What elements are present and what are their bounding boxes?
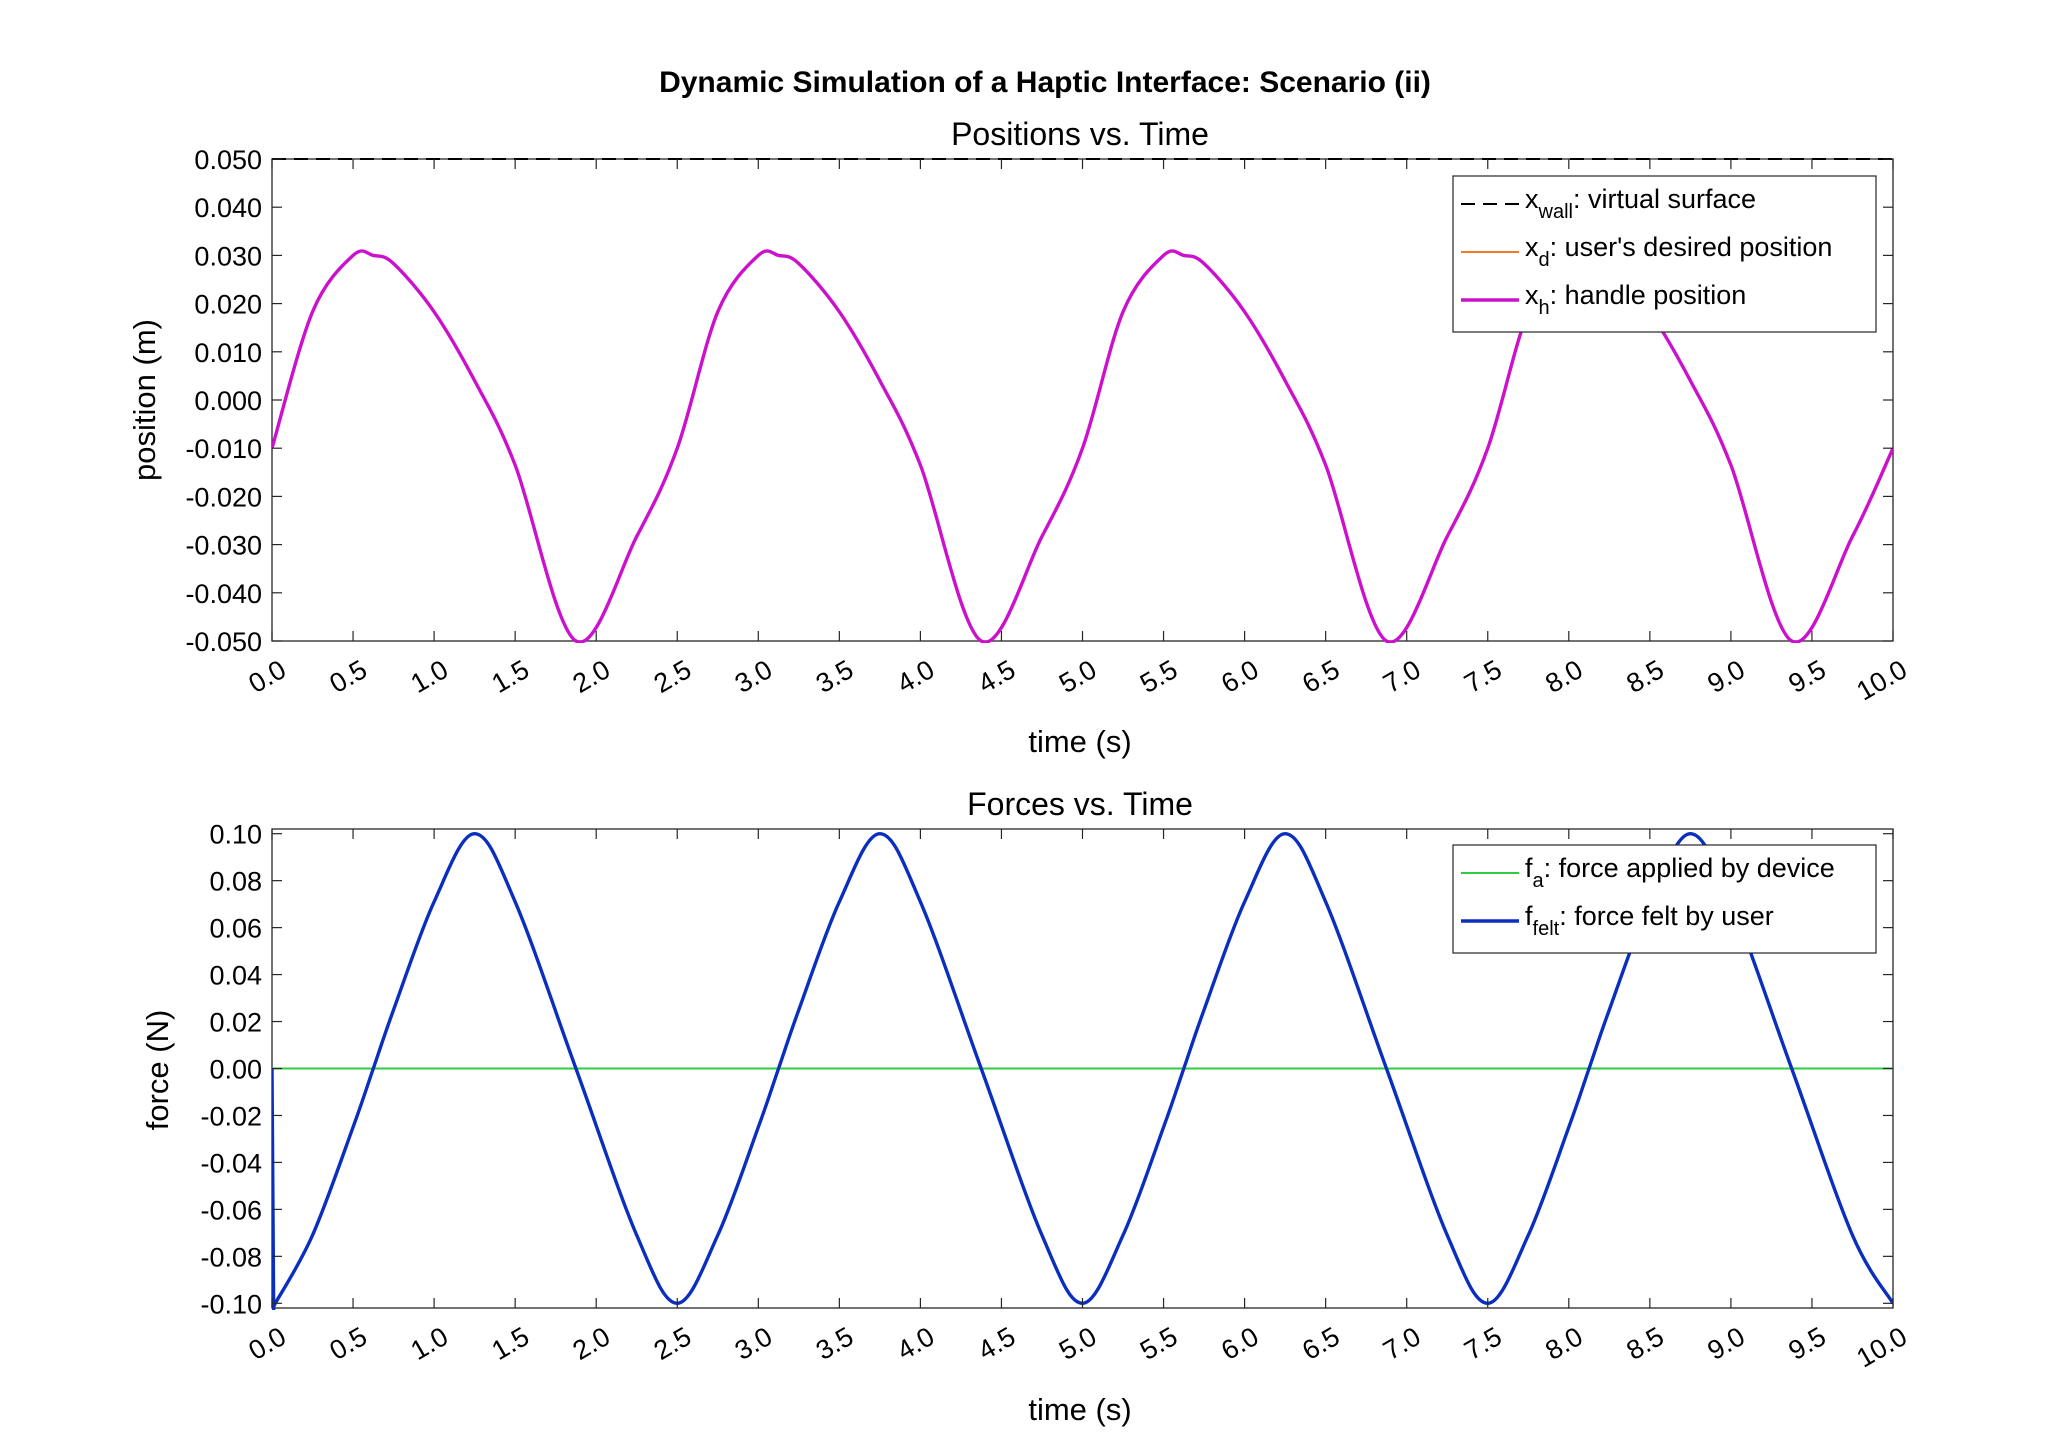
forces-y-tick-label: 0.00 [209,1055,262,1085]
positions-x-tick-label: 0.0 [243,654,291,699]
forces-y-tick-label: 0.02 [209,1008,262,1038]
forces-x-tick-label: 9.5 [1783,1321,1831,1366]
positions-title: Positions vs. Time [951,116,1209,152]
forces-x-tick-label: 5.5 [1135,1321,1183,1366]
positions-x-tick-label: 1.5 [487,654,535,699]
positions-x-tick-label: 6.5 [1297,654,1345,699]
positions-x-tick-label: 0.5 [325,654,373,699]
forces-x-tick-label: 3.5 [811,1321,859,1366]
forces-y-label: force (N) [140,1010,175,1131]
forces-y-tick-label: 0.08 [209,867,262,897]
positions-y-tick-label: -0.050 [185,627,262,657]
positions-y-tick-label: 0.030 [194,241,262,271]
forces-x-label: time (s) [1028,1392,1131,1427]
forces-x-tick-label: 3.0 [730,1321,778,1366]
forces-y-tick-label: 0.04 [209,961,262,991]
positions-x-tick-label: 7.5 [1459,654,1507,699]
forces-y-tick-label: -0.02 [200,1101,262,1131]
forces-x-tick-label: 9.0 [1702,1321,1750,1366]
positions-x-tick-label: 7.0 [1378,654,1426,699]
positions-y-tick-label: -0.040 [185,579,262,609]
positions-legend-entry: xwall: virtual surface [1525,184,1756,223]
forces-y-tick-label: 0.06 [209,914,262,944]
positions-x-tick-label: 2.0 [568,654,616,699]
positions-x-tick-label: 9.0 [1702,654,1750,699]
forces-x-tick-label: 2.0 [568,1321,616,1366]
forces-x-tick-label: 2.5 [649,1321,697,1366]
positions-y-tick-label: 0.050 [194,145,262,175]
forces-y-tick-label: -0.04 [200,1148,262,1178]
forces-y-tick-label: -0.06 [200,1195,262,1225]
forces-x-tick-label: 5.0 [1054,1321,1102,1366]
forces-x-tick-label: 1.0 [406,1321,454,1366]
forces-series-felt [272,832,1893,1310]
forces-y-tick-label: 0.10 [209,820,262,850]
positions-axes: Positions vs. Time 0.0 0.5 1.0 1.5 2.0 2.5 3.0… [127,116,1912,759]
forces-y-ticks: 0.10 0.08 0.06 0.04 0.02 0.00 -0.02 -0.04 -0.06 -… [200,820,1893,1319]
forces-legend: fa: force applied by device ffelt: force … [1452,844,1877,954]
forces-x-tick-label: 8.5 [1621,1321,1669,1366]
forces-x-tick-label: 10.0 [1851,1321,1912,1373]
positions-y-tick-label: -0.010 [185,434,262,464]
positions-x-tick-label: 10.0 [1851,654,1912,706]
positions-x-tick-label: 3.0 [730,654,778,699]
forces-y-tick-label: -0.08 [200,1242,262,1272]
forces-x-tick-label: 4.0 [892,1321,940,1366]
positions-legend-box [1452,175,1877,333]
positions-x-tick-label: 8.0 [1540,654,1588,699]
forces-x-tick-label: 7.0 [1378,1321,1426,1366]
figure-suptitle: Dynamic Simulation of a Haptic Interface… [659,66,1431,99]
forces-legend-box [1452,844,1877,954]
positions-y-tick-label: 0.010 [194,338,262,368]
positions-legend-entry: xh: handle position [1525,280,1746,319]
positions-y-tick-label: 0.000 [194,386,262,416]
positions-x-tick-label: 3.5 [811,654,859,699]
positions-x-tick-label: 6.0 [1216,654,1264,699]
positions-x-tick-label: 1.0 [406,654,454,699]
forces-x-tick-label: 7.5 [1459,1321,1507,1366]
positions-x-tick-label: 9.5 [1783,654,1831,699]
forces-x-tick-label: 0.0 [243,1321,291,1366]
positions-y-tick-label: 0.040 [194,193,262,223]
forces-legend-entry: ffelt: force felt by user [1525,901,1774,940]
positions-x-tick-label: 4.0 [892,654,940,699]
forces-x-tick-label: 1.5 [487,1321,535,1366]
positions-x-tick-label: 5.0 [1054,654,1102,699]
forces-axes: Forces vs. Time 0.0 0.5 1.0 1.5 2.0 2.5 3.0 3.5… [140,786,1912,1427]
forces-legend-entry: fa: force applied by device [1525,853,1835,892]
forces-x-tick-label: 4.5 [973,1321,1021,1366]
positions-x-tick-label: 2.5 [649,654,697,699]
forces-y-tick-label: -0.10 [200,1289,262,1319]
positions-y-tick-label: -0.020 [185,482,262,512]
forces-x-tick-label: 0.5 [325,1321,373,1366]
positions-x-label: time (s) [1028,724,1131,759]
forces-title: Forces vs. Time [967,786,1193,822]
forces-x-tick-label: 6.5 [1297,1321,1345,1366]
positions-y-tick-label: -0.030 [185,531,262,561]
positions-y-ticks: 0.050 0.040 0.030 0.020 0.010 0.000 -0.010 -0.0… [185,145,1893,657]
positions-legend-entry: xd: user's desired position [1525,232,1832,271]
positions-x-tick-label: 8.5 [1621,654,1669,699]
forces-x-tick-label: 8.0 [1540,1321,1588,1366]
positions-y-tick-label: 0.020 [194,290,262,320]
positions-x-tick-label: 5.5 [1135,654,1183,699]
positions-y-label: position (m) [127,319,162,481]
forces-x-tick-label: 6.0 [1216,1321,1264,1366]
positions-x-tick-label: 4.5 [973,654,1021,699]
positions-legend: xwall: virtual surface xd: user's desired… [1452,175,1877,333]
